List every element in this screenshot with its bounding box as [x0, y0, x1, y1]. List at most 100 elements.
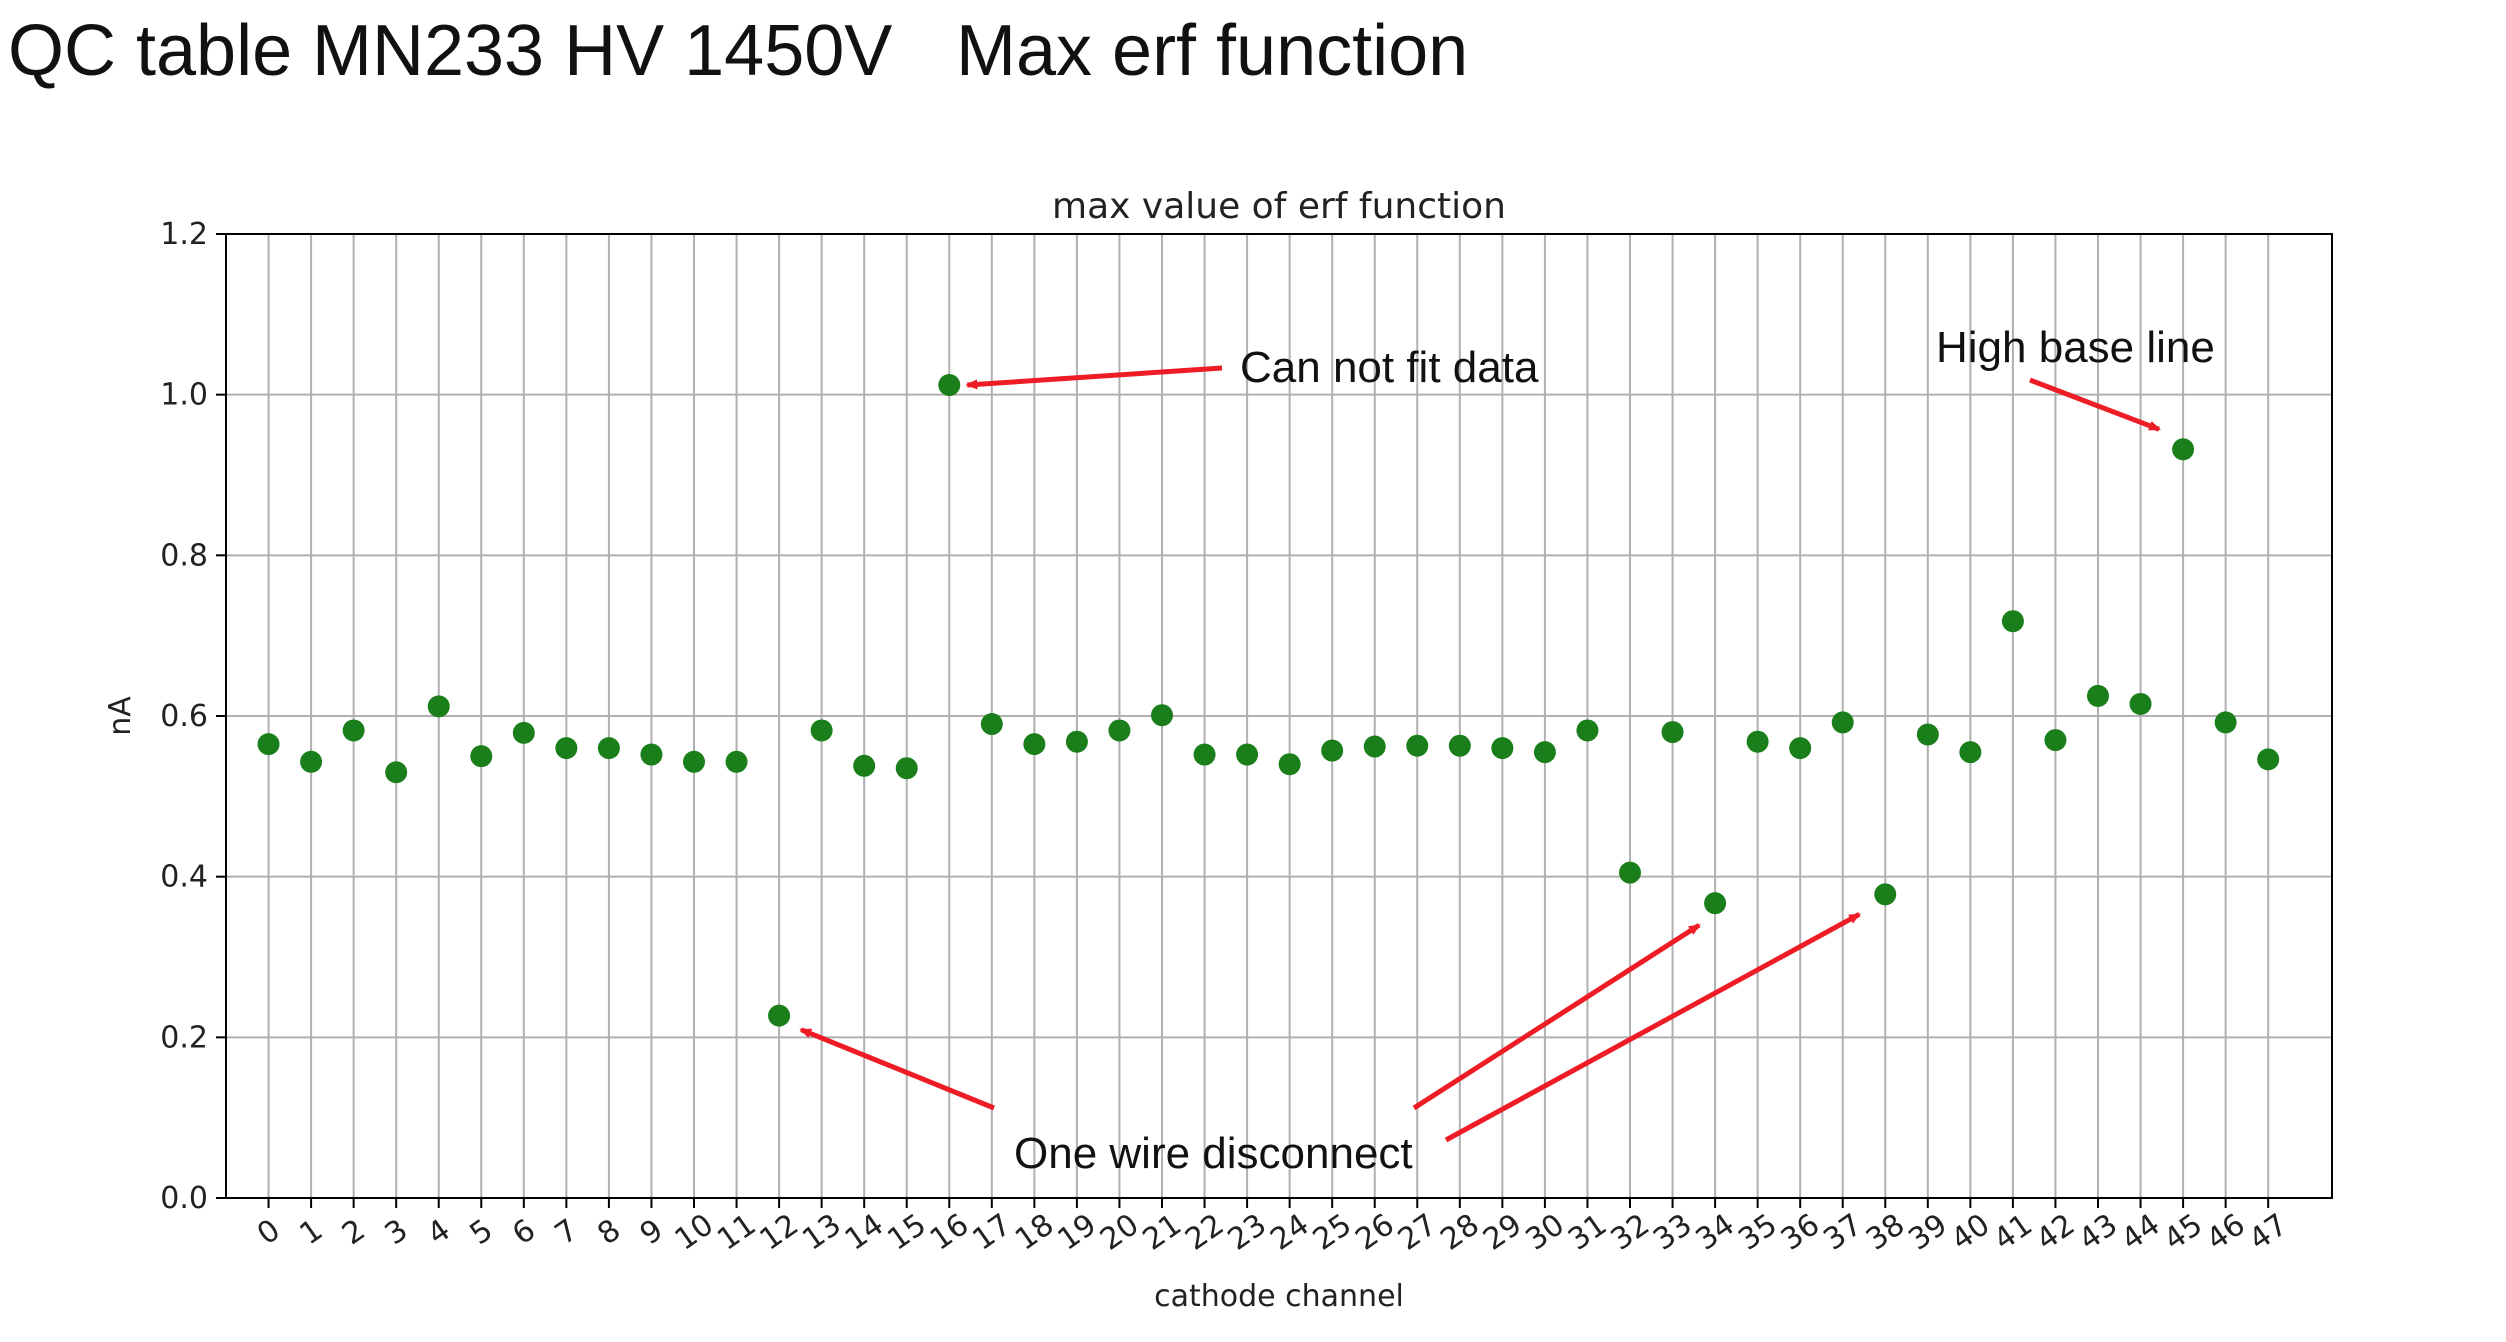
data-point	[1151, 704, 1173, 727]
x-tick-label: 11	[711, 1207, 762, 1258]
data-point	[2172, 438, 2195, 461]
x-tick-label: 14	[839, 1207, 890, 1258]
data-point	[1278, 753, 1301, 776]
data-point	[1236, 743, 1259, 766]
y-tick-label: 0.6	[160, 699, 208, 734]
x-tick-label: 35	[1732, 1207, 1783, 1258]
x-tick-label: 31	[1562, 1207, 1613, 1258]
x-tick-label: 42	[2030, 1207, 2081, 1258]
data-point	[895, 757, 918, 780]
y-tick-label: 1.2	[160, 217, 208, 252]
x-tick-label: 33	[1647, 1207, 1698, 1258]
x-tick-label: 39	[1902, 1207, 1953, 1258]
x-axis: 0 1 2 3 4 5 6 7 8 9 101112131415161718192021222324…	[251, 1198, 2294, 1258]
x-tick-label: 45	[2158, 1207, 2209, 1258]
x-tick-label: 40	[1945, 1207, 1996, 1258]
x-tick-label: 9	[634, 1213, 670, 1253]
annotation-arrow	[1412, 923, 1701, 1111]
x-tick-label: 29	[1477, 1207, 1528, 1258]
data-point	[555, 737, 578, 760]
data-point	[1959, 741, 1982, 764]
data-point	[1619, 861, 1641, 884]
data-point	[2129, 692, 2152, 715]
x-tick-label: 16	[924, 1207, 975, 1258]
data-point	[1874, 883, 1897, 906]
x-tick-label: 7	[549, 1213, 585, 1253]
x-tick-label: 0	[251, 1213, 287, 1253]
data-point	[1023, 733, 1046, 756]
annotation-arrow	[1444, 912, 1862, 1143]
data-point	[810, 719, 833, 742]
data-point	[1193, 743, 1216, 766]
x-tick-label: 25	[1307, 1207, 1358, 1258]
slide-title: QC table MN233 HV 1450V Max erf function	[0, 10, 1468, 338]
x-tick-label: 10	[669, 1207, 720, 1258]
data-point	[1491, 737, 1514, 760]
data-point	[1831, 711, 1854, 734]
x-tick-label: 21	[1137, 1207, 1188, 1258]
x-tick-label: 41	[1988, 1207, 2039, 1258]
data-point	[1916, 723, 1939, 746]
y-axis-label: nA	[103, 696, 138, 736]
x-tick-label: 20	[1094, 1207, 1145, 1258]
data-point	[768, 1004, 791, 1027]
x-tick-label: 15	[881, 1207, 932, 1258]
annotation-high-base-line: High base line	[1936, 323, 2215, 372]
x-tick-label: 22	[1179, 1207, 1230, 1258]
data-point	[2001, 610, 2024, 633]
data-point	[1108, 719, 1131, 742]
data-point	[512, 721, 535, 744]
x-tick-label: 44	[2115, 1207, 2166, 1258]
data-point	[342, 719, 365, 742]
x-tick-label: 47	[2243, 1207, 2294, 1258]
data-point	[385, 761, 408, 784]
data-point	[2214, 711, 2237, 734]
data-point	[853, 754, 876, 777]
data-point	[1704, 892, 1727, 915]
data-point	[427, 695, 450, 718]
x-tick-label: 13	[796, 1207, 847, 1258]
data-point	[300, 750, 323, 773]
data-point	[470, 745, 493, 768]
data-point	[2257, 748, 2280, 771]
x-tick-label: 2	[336, 1213, 372, 1253]
x-tick-label: 12	[754, 1207, 805, 1258]
x-tick-label: 6	[506, 1213, 542, 1253]
y-tick-label: 0.0	[160, 1181, 208, 1216]
data-point	[725, 750, 748, 773]
data-point	[683, 750, 705, 773]
y-tick-label: 0.8	[160, 538, 208, 573]
y-axis: 0.0 0.2 0.4 0.6 0.8 1.0 1.2	[160, 217, 226, 1216]
y-tick-label: 0.4	[160, 860, 208, 895]
x-tick-label: 34	[1690, 1207, 1741, 1258]
data-point	[1448, 734, 1471, 757]
data-point	[1576, 719, 1599, 742]
data-point	[938, 374, 961, 397]
y-tick-label: 1.0	[160, 378, 208, 413]
x-tick-label: 4	[421, 1213, 457, 1253]
slide-title-part-module: MN233 HV 1450V	[312, 11, 893, 91]
data-point	[2044, 729, 2067, 752]
data-point	[1363, 735, 1386, 758]
annotation-arrows	[799, 365, 2161, 1143]
x-tick-label: 23	[1222, 1207, 1273, 1258]
annotation-can-not-fit-data: Can not fit data	[1240, 343, 1539, 392]
data-point	[1321, 739, 1344, 762]
x-tick-label: 28	[1434, 1207, 1485, 1258]
annotation-arrow	[965, 365, 1223, 390]
x-tick-label: 27	[1392, 1207, 1443, 1258]
x-tick-label: 38	[1860, 1207, 1911, 1258]
data-points	[257, 374, 2280, 1027]
y-tick-label: 0.2	[160, 1020, 208, 1055]
data-point	[640, 743, 663, 766]
x-tick-label: 36	[1775, 1207, 1826, 1258]
annotation-arrow	[2029, 377, 2161, 432]
x-tick-label: 46	[2200, 1207, 2251, 1258]
data-point	[1406, 734, 1429, 757]
annotation-arrow	[799, 1027, 995, 1111]
x-tick-label: 3	[379, 1213, 415, 1253]
x-tick-label: 17	[966, 1207, 1017, 1258]
data-point	[1065, 730, 1088, 753]
data-point	[2087, 684, 2109, 707]
x-axis-label: cathode channel	[1154, 1279, 1404, 1314]
